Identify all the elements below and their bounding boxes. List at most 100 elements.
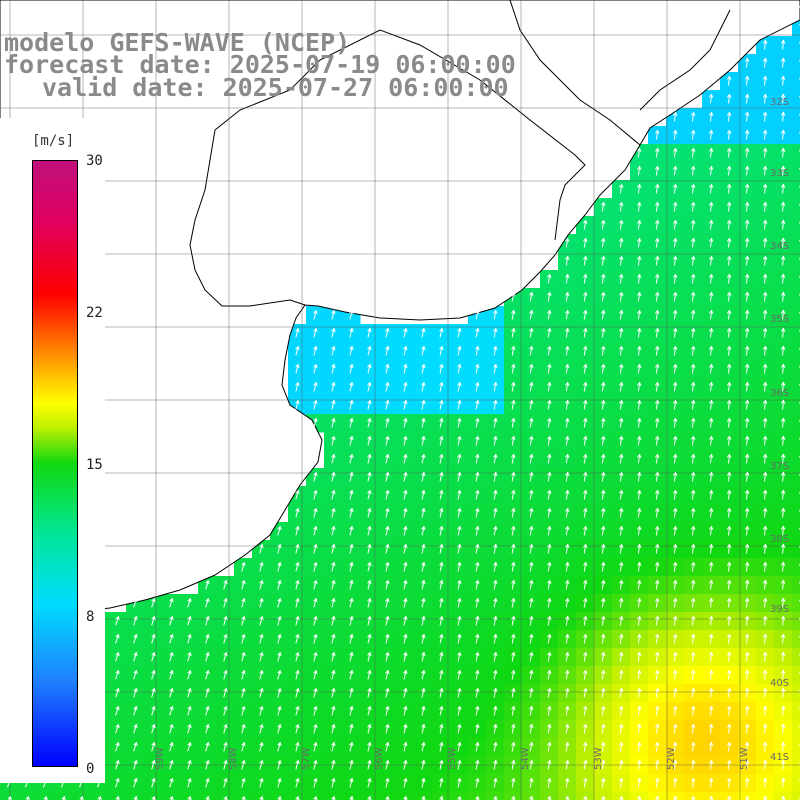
wind-arrow [205,633,210,644]
wind-arrow [457,543,462,554]
wind-arrow [421,633,426,644]
wind-arrow [762,687,768,698]
wind-arrow [601,561,606,572]
wind-speed-cell [270,792,289,800]
wind-arrow [744,759,750,770]
wind-arrow [313,651,318,662]
wind-arrow [421,687,426,698]
wind-arrow [385,327,390,338]
wind-arrow [637,291,642,302]
wind-arrow [655,687,660,698]
wind-arrow [457,651,462,662]
wind-arrow [780,633,786,644]
wind-arrow [619,399,624,410]
wind-arrow [529,489,534,500]
wind-arrow [762,183,768,194]
wind-arrow [295,543,300,554]
wind-arrow [583,309,588,320]
wind-arrow [673,525,678,536]
land-area [0,0,800,621]
wind-speed-cell [144,792,163,800]
wind-arrow [690,525,696,536]
wind-speed-cell [792,198,800,217]
wind-arrow [619,183,624,194]
lat-label: 34S [770,241,789,252]
wind-arrow [673,723,678,734]
wind-arrow [780,777,786,788]
wind-arrow [475,309,480,320]
wind-arrow [439,687,444,698]
wind-arrow [673,147,678,158]
wind-arrow [547,345,552,356]
wind-arrow [529,687,534,698]
wind-arrow [457,633,462,644]
wind-arrow [223,723,228,734]
wind-arrow [331,453,336,464]
wind-speed-cell [792,18,800,37]
wind-arrow [475,525,480,536]
wind-arrow [367,327,372,338]
wind-arrow [277,777,282,788]
wind-arrow [673,291,678,302]
wind-arrow [205,705,210,716]
wind-arrow [331,309,336,320]
wind-arrow [780,579,786,590]
wind-arrow [619,741,624,752]
wind-arrow [493,507,498,518]
wind-arrow [367,345,372,356]
wind-arrow [241,633,246,644]
wind-speed-cell [558,792,577,800]
wind-arrow [493,633,498,644]
wind-arrow [403,597,408,608]
wind-arrow [133,615,138,626]
wind-arrow [655,219,660,230]
wind-arrow [403,777,408,788]
wind-arrow [475,381,480,392]
wind-arrow [331,399,336,410]
wind-arrow [529,705,534,716]
wind-speed-cell [0,792,19,800]
wind-arrow [655,759,660,770]
wind-arrow [421,471,426,482]
wind-arrow [565,561,570,572]
wind-arrow [493,435,498,446]
wind-arrow [744,723,750,734]
lat-label: 32S [770,97,789,108]
wind-arrow [385,759,390,770]
wind-arrow [708,345,714,356]
wind-arrow [259,705,264,716]
wind-arrow [205,687,210,698]
wind-arrow [780,93,786,104]
wind-arrow [259,669,264,680]
wind-arrow [277,561,282,572]
wind-arrow [457,453,462,464]
wind-arrow [637,615,642,626]
wind-arrow [583,543,588,554]
wind-arrow [744,777,750,788]
wind-speed-cell [360,792,379,800]
wind-arrow [511,525,516,536]
wind-arrow [223,597,228,608]
wind-arrow [313,723,318,734]
wind-arrow [583,471,588,482]
wind-arrow [313,489,318,500]
wind-arrow [601,525,606,536]
wind-arrow [169,741,174,752]
wind-arrow [421,453,426,464]
wind-arrow [619,381,624,392]
wind-arrow [637,633,642,644]
wind-arrow [259,759,264,770]
wind-arrow [780,39,786,50]
wind-arrow [511,705,516,716]
wind-speed-cell [792,216,800,235]
wind-arrow [673,363,678,374]
wind-arrow [295,723,300,734]
wind-arrow [762,363,768,374]
wind-arrow [637,363,642,374]
wind-arrow [637,525,642,536]
wind-arrow [780,309,786,320]
wind-arrow [565,291,570,302]
wind-arrow [673,273,678,284]
wind-arrow [780,255,786,266]
wind-arrow [583,723,588,734]
